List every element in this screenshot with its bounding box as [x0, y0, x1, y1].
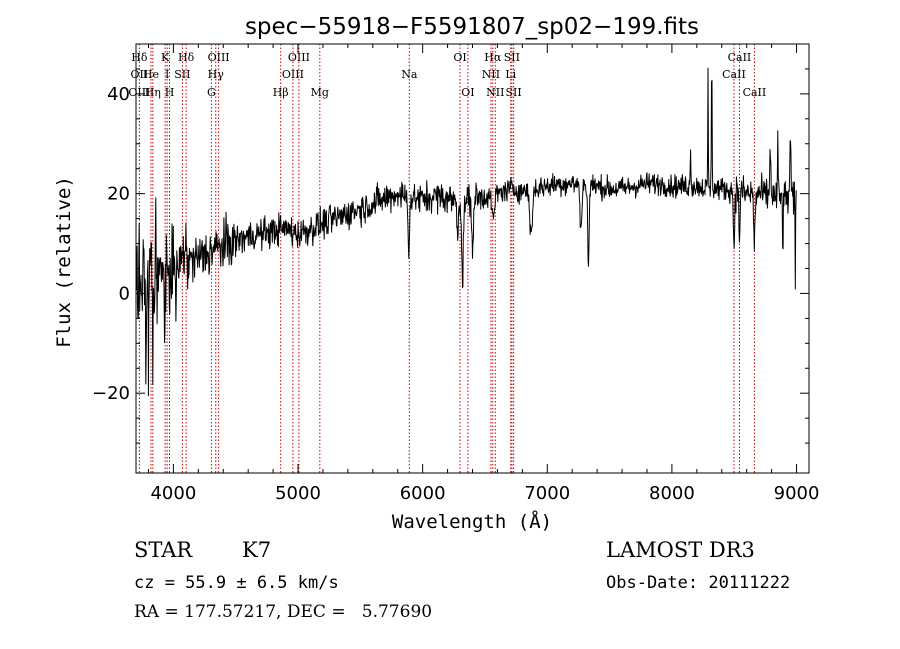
- chart-title: spec−55918−F5591807_sp02−199.fits: [245, 14, 699, 40]
- y-tick-label: 40: [107, 84, 130, 105]
- x-tick-label: 4000: [150, 483, 196, 504]
- spectral-line-label: OI: [461, 86, 474, 99]
- observation-date: Obs-Date: 20111222: [606, 573, 791, 593]
- spectral-line-label: OIII: [128, 86, 150, 99]
- y-axis-label: Flux (relative): [53, 176, 75, 348]
- spectral-line-label: Hδ: [178, 51, 195, 64]
- spectral-line-labels: Hδ OII OIII He Hη KIH SII Hδ G Hγ OIII Hβ OIII OIII Mg…: [128, 51, 766, 99]
- coordinates-readout: RA = 177.57217, DEC = 5.77690: [134, 602, 433, 622]
- redshift-readout: cz = 55.9 ± 6.5 km/s: [134, 573, 339, 593]
- spectral-line-label: NII: [482, 68, 500, 81]
- spectral-line-label: I: [165, 68, 169, 81]
- x-tick-label: 8000: [649, 483, 695, 504]
- spectral-line-label: Hα: [484, 51, 502, 64]
- spectral-line-label: OI: [453, 51, 466, 64]
- spectral-line-label: CaII: [743, 86, 767, 99]
- spectral-line-label: Hη: [145, 86, 161, 99]
- object-class: STAR: [134, 538, 193, 562]
- y-tick-label: 20: [107, 184, 130, 205]
- spectral-line-label: NII: [486, 86, 504, 99]
- x-axis-label: Wavelength (Å): [392, 510, 552, 533]
- spectral-line-label: SII: [506, 86, 522, 99]
- axis-ticks: [136, 43, 809, 473]
- spectral-line-label: He: [143, 68, 159, 81]
- spectral-line-label: Hβ: [273, 86, 289, 99]
- spectral-line-label: Na: [401, 68, 418, 81]
- spectrum-trace: [136, 67, 797, 397]
- spectral-line-label: Hγ: [208, 68, 225, 81]
- spectral-line-label: Hδ: [131, 51, 148, 64]
- spectral-line-label: H: [165, 86, 175, 99]
- spectral-line-label: G: [207, 86, 216, 99]
- x-tick-label: 5000: [275, 483, 321, 504]
- x-tick-label: 6000: [400, 483, 446, 504]
- spectral-line-label: OIII: [282, 68, 304, 81]
- spectral-line-label: SII: [174, 68, 190, 81]
- spectral-line-label: Li: [505, 68, 516, 81]
- spectral-line-label: Mg: [311, 86, 329, 99]
- spectral-line-label: OIII: [208, 51, 230, 64]
- spectral-line-label: CaII: [722, 68, 746, 81]
- spectral-line-label: K: [161, 51, 170, 64]
- spectral-line-markers: [138, 44, 755, 473]
- y-tick-label: 0: [119, 283, 130, 304]
- x-tick-label: 7000: [524, 483, 570, 504]
- spectral-line-label: SII: [504, 51, 520, 64]
- spectral-line-label: OIII: [288, 51, 310, 64]
- spectral-line-label: OII: [131, 68, 149, 81]
- spectral-line-label: CaII: [728, 51, 752, 64]
- x-tick-label: 9000: [774, 483, 820, 504]
- axis-tick-labels: 4000 5000 6000 7000 8000 9000 −20 0 20 40: [92, 84, 819, 504]
- survey-name: LAMOST DR3: [606, 538, 755, 562]
- object-subclass: K7: [242, 538, 272, 562]
- y-tick-label: −20: [92, 383, 130, 404]
